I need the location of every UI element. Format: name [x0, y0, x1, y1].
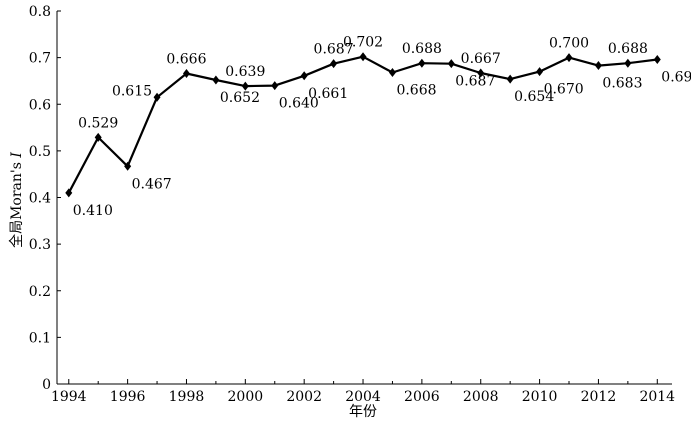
x-tick-label: 1998 — [169, 389, 205, 405]
data-point — [330, 59, 338, 69]
data-point — [447, 59, 455, 69]
y-tick-label: 0.2 — [29, 284, 51, 300]
data-label: 0.654 — [514, 89, 554, 105]
data-point — [65, 188, 73, 198]
data-point — [359, 52, 367, 62]
data-label: 0.700 — [549, 36, 589, 52]
data-point — [153, 92, 161, 102]
x-tick-label: 2008 — [463, 389, 499, 405]
y-tick-label: 0.8 — [29, 4, 51, 20]
data-point — [418, 58, 426, 68]
data-label: 0.667 — [461, 51, 501, 67]
data-point — [565, 53, 573, 63]
x-axis-label: 年份 — [349, 404, 377, 420]
x-tick-label: 2010 — [522, 389, 558, 405]
data-label: 0.668 — [396, 83, 436, 99]
x-tick-label: 2014 — [639, 389, 675, 405]
series-line — [67, 55, 658, 194]
data-point — [300, 71, 308, 81]
y-axis-label: 全局Moran's I — [8, 152, 25, 248]
y-tick-label: 0.5 — [29, 144, 51, 160]
data-label: 0.410 — [73, 203, 113, 219]
data-label: 0.666 — [166, 51, 206, 67]
data-label: 0.467 — [132, 176, 172, 192]
data-labels: 0.410 0.529 0.467 0.615 0.666 0.652 0.639 0.640… — [73, 35, 691, 219]
y-tick-label: 0.7 — [29, 51, 51, 67]
data-label: 0.688 — [608, 41, 648, 57]
x-tick-label: 2012 — [581, 389, 617, 405]
data-point — [536, 67, 544, 77]
data-point — [388, 68, 396, 78]
data-label: 0.696 — [661, 69, 691, 85]
data-point — [506, 74, 514, 84]
data-point — [212, 75, 220, 85]
data-label: 0.687 — [314, 42, 354, 58]
data-label: 0.529 — [78, 115, 118, 131]
y-axis-label-prefix: 全局Moran's — [8, 158, 25, 248]
x-tick-label: 1996 — [110, 389, 146, 405]
axes — [56, 11, 672, 385]
data-label: 0.702 — [343, 35, 383, 51]
y-tick-label: 0.6 — [29, 97, 51, 113]
data-point — [182, 68, 190, 78]
y-tick-label: 0.4 — [29, 191, 51, 207]
x-tick-label: 2000 — [228, 389, 264, 405]
data-label: 0.652 — [220, 90, 260, 106]
data-point — [624, 58, 632, 68]
data-label: 0.661 — [308, 86, 348, 102]
data-label: 0.688 — [402, 41, 442, 57]
y-tick-label: 0.3 — [29, 237, 51, 253]
series — [65, 52, 661, 198]
x-tick-label: 2006 — [404, 389, 440, 405]
x-tick-label: 2002 — [286, 389, 322, 405]
data-label: 0.687 — [455, 74, 495, 90]
data-point — [124, 161, 132, 171]
data-point — [594, 61, 602, 71]
y-tick-label: 0 — [42, 377, 51, 393]
data-point — [477, 68, 485, 78]
y-axis-ticks: 0 0.1 0.2 0.3 0.4 0.5 0.6 0.7 0.8 — [29, 4, 61, 393]
data-point — [653, 54, 661, 64]
data-point — [94, 132, 102, 142]
data-label: 0.640 — [279, 96, 319, 112]
y-tick-label: 0.1 — [29, 330, 51, 346]
data-label: 0.670 — [544, 82, 584, 98]
data-point — [241, 81, 249, 91]
y-axis-label-italic: I — [9, 152, 25, 159]
data-point — [271, 81, 279, 91]
x-tick-label: 1994 — [51, 389, 87, 405]
x-tick-label: 2004 — [345, 389, 381, 405]
data-label: 0.639 — [225, 64, 265, 80]
x-axis-ticks: 1994 1996 1998 2000 2002 2004 2006 2008 2010 2012… — [51, 379, 675, 405]
data-label: 0.683 — [602, 76, 642, 92]
data-label: 0.615 — [112, 83, 152, 99]
